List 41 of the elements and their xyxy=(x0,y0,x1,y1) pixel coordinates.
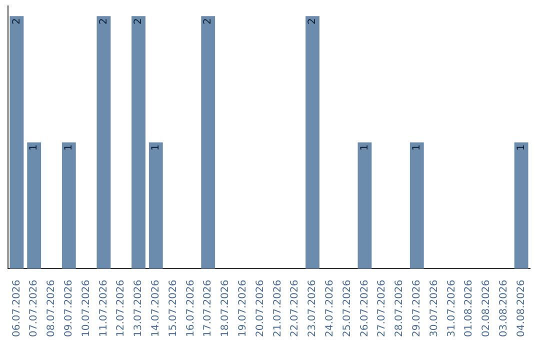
data-label: 2 xyxy=(11,18,22,24)
x-tick-label: 31.07.2026 xyxy=(446,280,458,338)
data-label: 2 xyxy=(133,18,144,24)
data-label: 1 xyxy=(516,144,527,151)
data-label: 1 xyxy=(63,144,74,151)
data-label: 2 xyxy=(202,18,214,24)
x-tick-label: 13.07.2026 xyxy=(133,280,144,338)
x-tick-label: 26.07.2026 xyxy=(359,280,370,338)
x-tick-label: 06.07.2026 xyxy=(11,280,22,338)
x-tick-label: 10.07.2026 xyxy=(80,280,92,338)
x-tick-label: 09.07.2026 xyxy=(63,280,74,338)
x-tick-label: 30.07.2026 xyxy=(428,280,440,338)
x-tick-label: 24.07.2026 xyxy=(324,280,336,338)
x-tick-label: 14.07.2026 xyxy=(150,280,162,338)
data-label: 2 xyxy=(307,18,318,24)
x-tick-label: 04.08.2026 xyxy=(516,280,527,338)
x-tick-label: 29.07.2026 xyxy=(411,280,422,338)
x-tick-label: 08.07.2026 xyxy=(46,280,58,338)
x-tick-label: 01.08.2026 xyxy=(464,280,475,338)
x-tick-label: 11.07.2026 xyxy=(98,280,110,338)
x-tick-label: 20.07.2026 xyxy=(254,280,266,338)
x-tick-label: 03.08.2026 xyxy=(498,280,510,338)
data-label: 1 xyxy=(28,144,40,151)
data-label: 1 xyxy=(411,144,422,151)
data-label: 1 xyxy=(359,144,370,151)
x-tick-label: 28.07.2026 xyxy=(394,280,406,338)
x-tick-label: 17.07.2026 xyxy=(202,280,214,338)
x-tick-label: 21.07.2026 xyxy=(272,280,284,338)
x-tick-label: 25.07.2026 xyxy=(342,280,353,338)
x-tick-label: 27.07.2026 xyxy=(376,280,388,338)
x-tick-label: 18.07.2026 xyxy=(220,280,232,338)
x-tick-label: 23.07.2026 xyxy=(307,280,318,338)
x-tick-label: 15.07.2026 xyxy=(168,280,179,338)
x-tick-label: 02.08.2026 xyxy=(481,280,492,338)
x-tick-label: 22.07.2026 xyxy=(290,280,301,338)
x-tick-label: 19.07.2026 xyxy=(237,280,248,338)
x-tick-label: 12.07.2026 xyxy=(116,280,127,338)
x-tick-label: 16.07.2026 xyxy=(185,280,196,338)
data-label: 2 xyxy=(98,18,110,24)
data-label: 1 xyxy=(150,144,162,151)
x-tick-label: 07.07.2026 xyxy=(28,280,40,338)
